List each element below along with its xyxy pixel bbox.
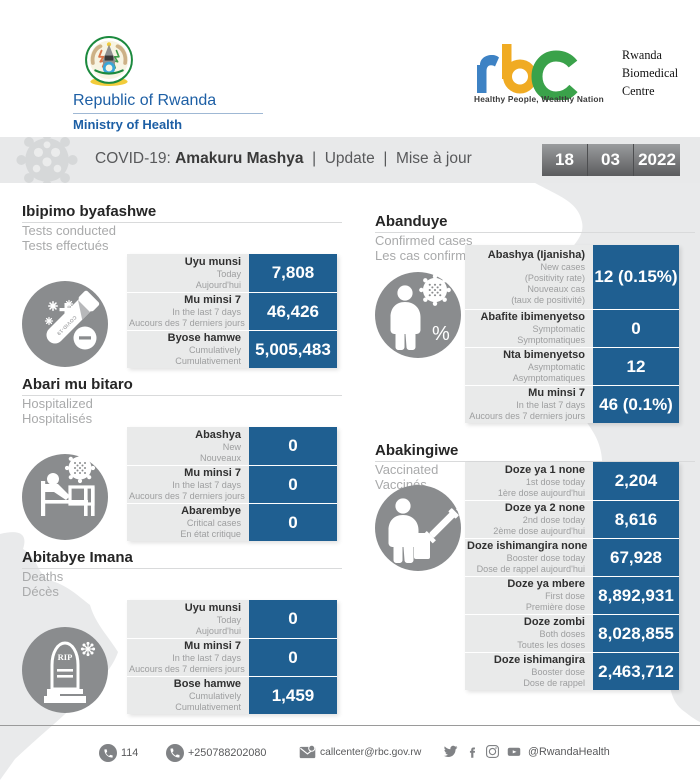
- svg-text:RIP: RIP: [58, 652, 73, 662]
- svg-text:%: %: [432, 323, 450, 345]
